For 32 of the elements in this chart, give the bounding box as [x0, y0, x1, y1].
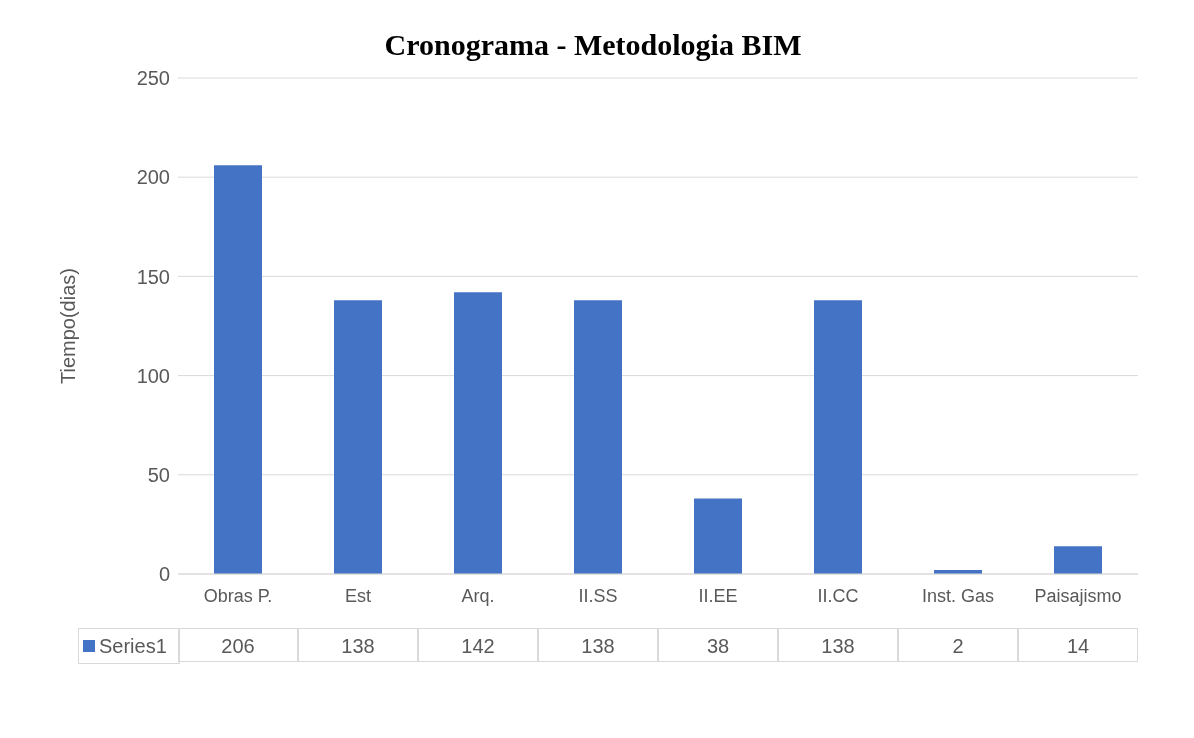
data-label: 142	[418, 628, 538, 662]
bar	[574, 300, 622, 574]
y-tick-label: 100	[136, 364, 170, 387]
bar	[814, 300, 862, 574]
data-label: 2	[898, 628, 1018, 662]
bar	[694, 498, 742, 574]
x-tick-label: II.SS	[577, 585, 619, 608]
bar	[214, 165, 262, 574]
x-tick-label: Paisajismo	[1033, 585, 1123, 608]
bar	[454, 292, 502, 574]
data-label: 138	[298, 628, 418, 662]
bar	[334, 300, 382, 574]
x-tick-label: Est	[344, 585, 372, 608]
data-label: 206	[178, 628, 298, 662]
x-tick-label: Obras P.	[202, 585, 274, 608]
data-label: 138	[538, 628, 658, 662]
data-label: 38	[658, 628, 778, 662]
bar	[1054, 546, 1102, 574]
y-tick-label: 150	[136, 265, 170, 288]
x-tick-label: II.CC	[816, 585, 860, 608]
legend-label: Series1	[78, 628, 180, 664]
y-axis-title: Tiempo(dias)	[57, 268, 80, 384]
x-tick-label: II.EE	[697, 585, 739, 608]
chart-title: Cronograma - Metodologia BIM	[383, 28, 803, 62]
x-tick-label: Inst. Gas	[921, 585, 995, 608]
data-label: 14	[1018, 628, 1138, 662]
y-tick-label: 200	[136, 166, 170, 189]
y-tick-label: 250	[136, 67, 170, 90]
y-tick-label: 0	[158, 563, 170, 586]
data-label: 138	[778, 628, 898, 662]
x-tick-label: Arq.	[460, 585, 496, 608]
y-tick-label: 50	[147, 463, 170, 486]
